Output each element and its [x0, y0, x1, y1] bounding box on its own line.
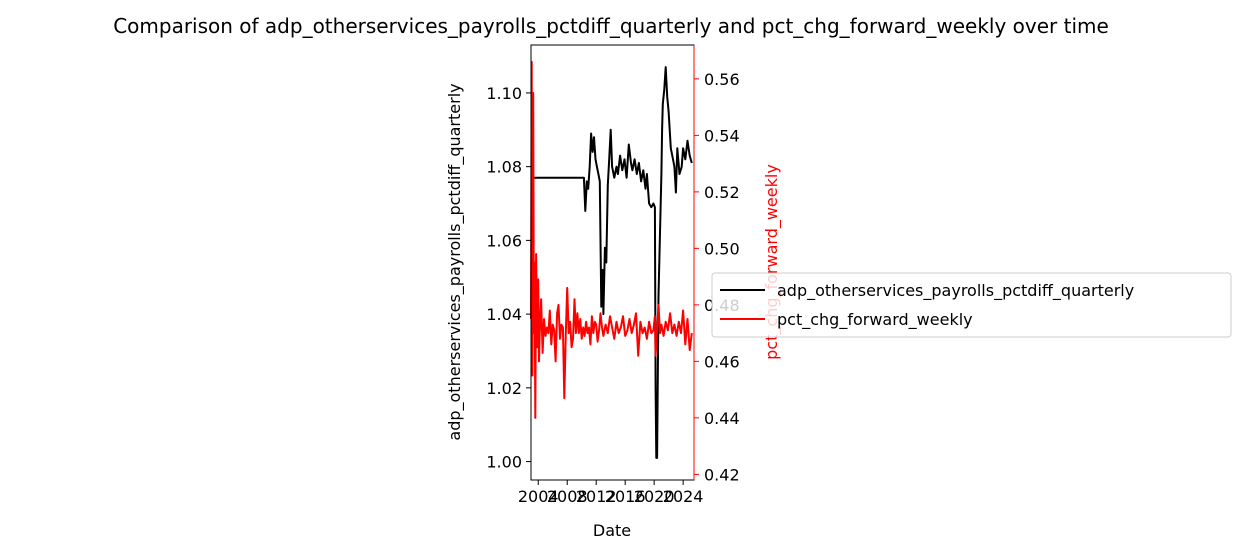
plot-frame	[530, 44, 695, 481]
chart-title: Comparison of adp_otherservices_payrolls…	[113, 14, 1109, 38]
left-tick-label: 1.04	[486, 305, 522, 324]
x-tick-label: 2012	[576, 487, 617, 506]
x-tick-label: 2008	[547, 487, 588, 506]
right-tick-label: 0.56	[704, 70, 740, 89]
legend-label-right-series: pct_chg_forward_weekly	[777, 310, 973, 330]
right-tick-label: 0.42	[704, 465, 740, 484]
x-tick-label: 2004	[518, 487, 559, 506]
series-line-0	[531, 66, 693, 459]
left-axis-ticks: 1.00 1.02 1.04 1.06 1.08 1.10	[486, 84, 531, 472]
right-tick-label: 0.44	[704, 409, 740, 428]
series-line-1	[530, 60, 693, 419]
x-tick-label: 2016	[605, 487, 646, 506]
legend: adp_otherservices_payrolls_pctdiff_quart…	[711, 272, 1232, 338]
x-tick-label: 2020	[634, 487, 675, 506]
left-tick-label: 1.10	[486, 84, 522, 103]
right-tick-label: 0.46	[704, 352, 740, 371]
left-tick-label: 1.02	[486, 379, 522, 398]
left-tick-label: 1.06	[486, 231, 522, 250]
x-tick-label: 2024	[663, 487, 704, 506]
left-tick-label: 1.00	[486, 453, 522, 472]
legend-label-left-series: adp_otherservices_payrolls_pctdiff_quart…	[777, 281, 1134, 301]
right-series-layer	[530, 60, 693, 419]
legend-box	[711, 272, 1232, 338]
x-axis-label: Date	[593, 521, 631, 540]
right-tick-label: 0.50	[704, 239, 740, 258]
left-series-layer	[531, 66, 693, 459]
right-tick-label: 0.52	[704, 183, 740, 202]
right-tick-label: 0.54	[704, 126, 740, 145]
left-tick-label: 1.08	[486, 158, 522, 177]
left-axis-label: adp_otherservices_payrolls_pctdiff_quart…	[445, 83, 465, 440]
